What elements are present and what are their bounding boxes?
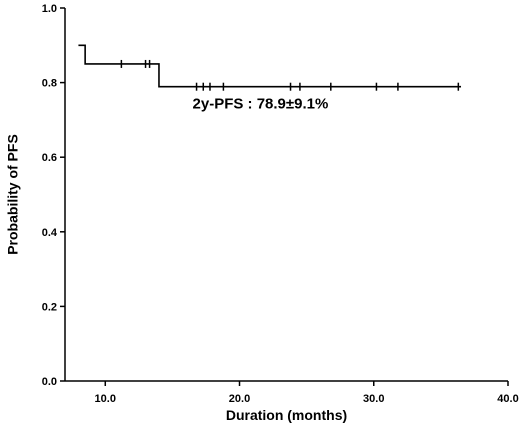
x-tick-label: 10.0 <box>95 393 116 405</box>
y-tick-label: 0.6 <box>42 152 57 164</box>
survival-step-line <box>78 44 462 88</box>
x-tick-label: 30.0 <box>363 393 384 405</box>
y-axis-ticks: 0.0 0.2 0.4 0.6 0.8 1.0 <box>42 3 65 388</box>
y-tick-label: 0.4 <box>42 227 58 239</box>
y-axis-title: Probability of PFS <box>5 134 21 255</box>
x-tick-label: 20.0 <box>229 393 250 405</box>
y-tick-label: 1.0 <box>42 3 57 15</box>
x-tick-label: 40.0 <box>497 393 518 405</box>
pfs-annotation: 2y-PFS : 78.9±9.1% <box>193 96 329 113</box>
y-tick-label: 0.0 <box>42 376 57 388</box>
x-axis-title: Duration (months) <box>226 407 347 423</box>
survival-series <box>78 44 462 91</box>
y-tick-label: 0.8 <box>42 78 57 90</box>
annotations: 2y-PFS : 78.9±9.1% <box>193 96 329 113</box>
x-axis-ticks: 10.0 20.0 30.0 40.0 <box>95 381 519 405</box>
y-tick-label: 0.2 <box>42 301 57 313</box>
